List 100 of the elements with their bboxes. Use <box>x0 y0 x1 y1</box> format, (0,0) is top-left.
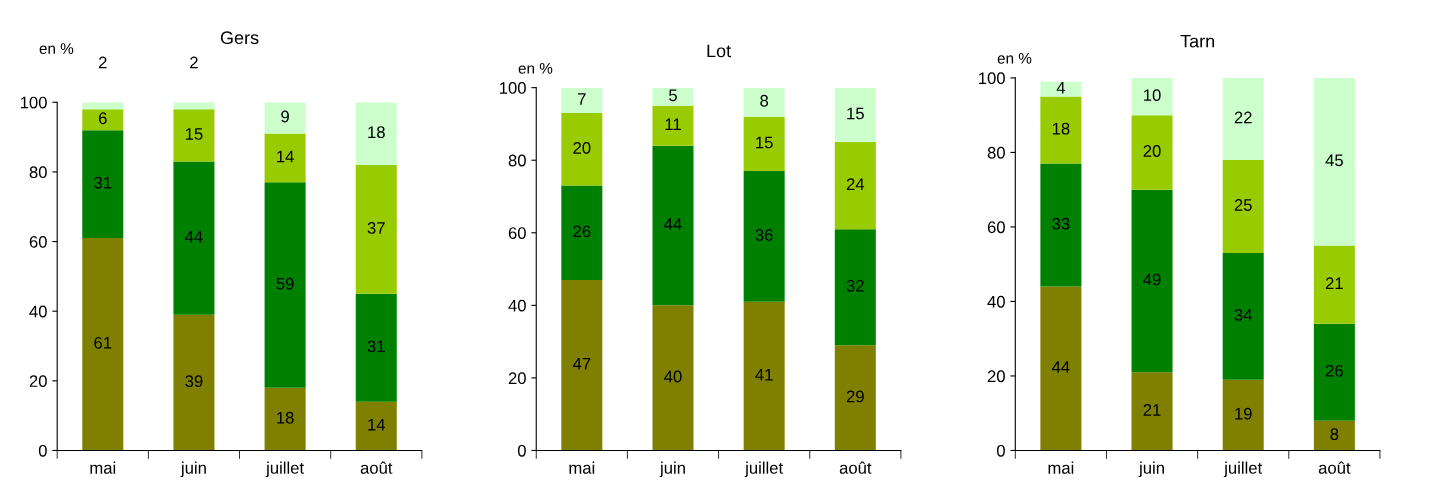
data-label: 24 <box>846 178 865 190</box>
data-label: 32 <box>846 279 864 292</box>
data-label: 26 <box>1325 364 1343 377</box>
data-label: 34 <box>1234 309 1252 321</box>
data-label: 39 <box>185 375 203 388</box>
data-label: 7 <box>578 93 586 105</box>
y-tick-label: 80 <box>987 146 1005 159</box>
data-label: 6 <box>98 112 107 125</box>
y-tick-label: 40 <box>508 299 526 312</box>
y-tick-label: 40 <box>987 295 1005 308</box>
x-tick-label: juin <box>180 461 206 478</box>
x-tick-label: juillet <box>744 461 784 478</box>
x-tick-label: mai <box>569 461 595 474</box>
bar <box>1131 189 1173 373</box>
data-label: 2 <box>98 56 107 69</box>
bar <box>264 182 306 388</box>
x-tick-label: juillet <box>265 461 304 478</box>
bar <box>173 314 215 451</box>
bar <box>834 87 876 143</box>
y-axis-title: en % <box>518 63 553 74</box>
data-label: 2 <box>190 56 198 69</box>
data-label: 15 <box>847 107 864 120</box>
y-tick-label: 100 <box>499 82 526 94</box>
data-label: 15 <box>756 136 773 149</box>
bar <box>82 238 124 451</box>
data-label: 20 <box>573 142 591 154</box>
y-tick-label: 20 <box>29 375 47 388</box>
bar <box>82 130 124 239</box>
x-tick-label: juin <box>659 461 685 478</box>
bar <box>1040 81 1082 97</box>
y-tick-label: 100 <box>20 96 47 109</box>
bar <box>1222 77 1264 160</box>
y-axis-title: en % <box>997 52 1032 64</box>
bar <box>1222 379 1264 451</box>
bar <box>1222 159 1264 254</box>
data-label: 18 <box>1052 122 1070 135</box>
x-tick-label: juillet <box>1223 461 1263 478</box>
data-label: 8 <box>1330 428 1339 441</box>
data-label: 4 <box>1056 81 1066 94</box>
bar <box>561 185 603 280</box>
y-tick-label: 80 <box>508 154 526 167</box>
bar <box>561 87 603 114</box>
data-label: 47 <box>572 358 591 370</box>
bar <box>1313 420 1355 451</box>
bar <box>743 171 785 302</box>
bar <box>1222 253 1264 380</box>
bar <box>355 293 397 402</box>
bar <box>355 102 397 165</box>
data-label: 21 <box>1325 277 1343 289</box>
data-label: 9 <box>281 110 289 123</box>
bar <box>173 109 215 162</box>
y-tick-label: 40 <box>29 305 47 318</box>
data-label: 44 <box>664 218 682 230</box>
data-label: 33 <box>1052 217 1070 230</box>
data-label: 14 <box>368 418 386 431</box>
x-tick-label: août <box>360 461 393 474</box>
bar <box>173 161 215 315</box>
bar <box>652 145 694 306</box>
bar <box>1131 77 1173 116</box>
data-label: 29 <box>846 390 864 403</box>
data-label: 21 <box>1143 404 1161 416</box>
bar <box>1040 286 1082 451</box>
data-label: 31 <box>94 176 112 189</box>
data-label: 31 <box>367 340 385 353</box>
bar <box>652 305 694 451</box>
data-label: 22 <box>1234 111 1252 124</box>
bar <box>1313 77 1355 246</box>
bar <box>264 133 306 183</box>
y-tick-label: 20 <box>508 372 526 385</box>
bar <box>264 387 306 451</box>
data-label: 41 <box>755 368 773 381</box>
y-tick-label: 100 <box>979 72 1005 85</box>
data-label: 26 <box>573 225 591 238</box>
y-tick-label: 20 <box>987 370 1005 383</box>
bar <box>834 142 876 230</box>
bar <box>834 229 876 346</box>
data-label: 37 <box>367 222 385 234</box>
bar <box>355 401 397 451</box>
y-tick-label: 0 <box>996 444 1005 457</box>
y-axis-title: en % <box>39 43 74 54</box>
y-tick-label: 60 <box>508 227 526 239</box>
x-tick-label: mai <box>1048 461 1074 474</box>
y-tick-label: 0 <box>38 444 47 457</box>
data-label: 36 <box>755 229 773 241</box>
x-tick-label: août <box>1318 461 1351 474</box>
data-label: 59 <box>276 277 294 290</box>
bar <box>1131 372 1173 451</box>
data-label: 45 <box>1325 154 1343 167</box>
bar <box>652 87 694 106</box>
y-tick-label: 0 <box>517 444 526 457</box>
bar <box>1040 163 1082 287</box>
data-label: 10 <box>1144 89 1161 102</box>
bar <box>561 279 603 451</box>
x-tick-label: août <box>839 461 872 474</box>
chart-title: Lot <box>707 44 731 58</box>
data-label: 61 <box>94 336 112 349</box>
bar <box>82 109 124 131</box>
data-label: 18 <box>277 411 294 424</box>
chart-title: Tarn <box>1180 34 1215 48</box>
data-label: 5 <box>669 89 677 102</box>
